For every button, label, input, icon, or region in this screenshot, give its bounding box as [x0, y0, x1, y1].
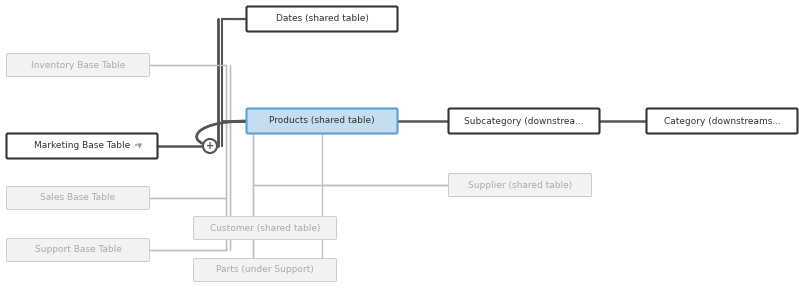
FancyBboxPatch shape: [6, 53, 149, 77]
Text: Supplier (shared table): Supplier (shared table): [468, 180, 572, 189]
Text: Support Base Table: Support Base Table: [34, 246, 121, 255]
FancyBboxPatch shape: [6, 133, 157, 159]
Circle shape: [203, 139, 217, 153]
Text: Subcategory (downstrea...: Subcategory (downstrea...: [464, 117, 584, 126]
Text: +: +: [206, 141, 214, 151]
Text: Inventory Base Table: Inventory Base Table: [31, 61, 125, 70]
Text: Category (downstreams...: Category (downstreams...: [663, 117, 781, 126]
Text: Dates (shared table): Dates (shared table): [276, 14, 368, 23]
FancyBboxPatch shape: [193, 258, 336, 282]
Text: Parts (under Support): Parts (under Support): [216, 266, 314, 275]
FancyBboxPatch shape: [247, 108, 397, 133]
FancyBboxPatch shape: [448, 173, 591, 197]
FancyBboxPatch shape: [6, 186, 149, 209]
FancyBboxPatch shape: [6, 238, 149, 262]
Text: Sales Base Table: Sales Base Table: [41, 193, 116, 202]
Text: ↗▼: ↗▼: [133, 143, 144, 149]
Text: Products (shared table): Products (shared table): [269, 117, 375, 126]
FancyBboxPatch shape: [646, 108, 797, 133]
Text: Marketing Base Table: Marketing Base Table: [34, 142, 130, 151]
FancyBboxPatch shape: [193, 217, 336, 240]
Text: Customer (shared table): Customer (shared table): [210, 224, 320, 233]
FancyBboxPatch shape: [247, 6, 397, 32]
FancyBboxPatch shape: [448, 108, 599, 133]
